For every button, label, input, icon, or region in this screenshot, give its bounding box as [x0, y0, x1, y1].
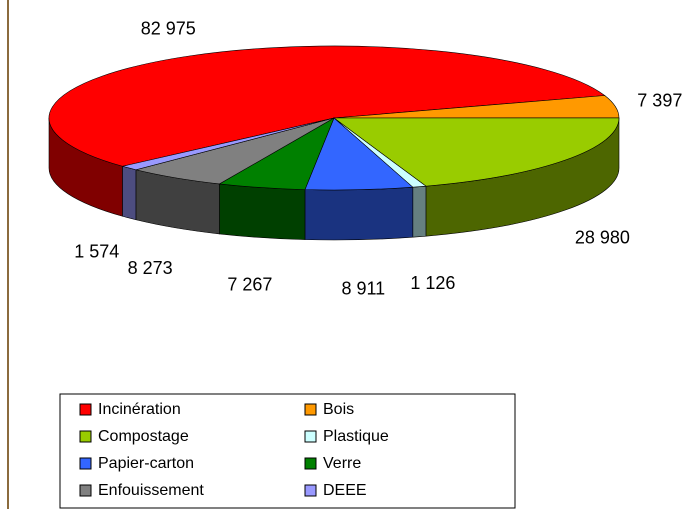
- data-label: 1 574: [74, 242, 119, 262]
- slice-side: [304, 186, 414, 241]
- labels: 82 975 7 397 28 980 1 126 8 911 7 267 8 273 1 5…: [74, 19, 682, 299]
- slice-side: [122, 165, 137, 221]
- legend-swatch: [304, 430, 317, 443]
- data-label: 8 273: [128, 258, 173, 278]
- legend-label: Verre: [323, 455, 361, 472]
- legend: Incinération Bois Compostage Plastique Papie…: [79, 401, 389, 499]
- legend-swatch: [79, 430, 92, 443]
- slice: [48, 45, 606, 167]
- legend-swatch: [79, 484, 92, 497]
- legend-label: DEEE: [323, 482, 367, 499]
- slice-side: [219, 183, 306, 240]
- legend-swatch: [304, 457, 317, 470]
- legend-swatch: [304, 484, 317, 497]
- tops: [48, 45, 620, 191]
- legend-label: Bois: [323, 401, 354, 418]
- sides: [48, 117, 620, 241]
- slice-side: [412, 185, 427, 238]
- data-label: 7 267: [227, 275, 272, 295]
- legend-swatch: [79, 403, 92, 416]
- slice: [333, 117, 620, 187]
- legend-swatch: [79, 457, 92, 470]
- legend-label: Enfouissement: [98, 482, 204, 499]
- legend-box: [59, 393, 516, 509]
- legend-label: Incinération: [98, 401, 181, 418]
- legend-swatch: [304, 403, 317, 416]
- slice: [122, 117, 335, 171]
- legend-label: Compostage: [98, 428, 189, 445]
- data-label: 8 911: [341, 278, 385, 298]
- legend-label: Papier-carton: [98, 455, 194, 472]
- data-label: 28 980: [575, 228, 630, 248]
- legend-label: Plastique: [323, 428, 389, 445]
- data-label: 82 975: [141, 19, 196, 39]
- data-label: 1 126: [410, 273, 455, 293]
- data-label: 7 397: [637, 91, 682, 111]
